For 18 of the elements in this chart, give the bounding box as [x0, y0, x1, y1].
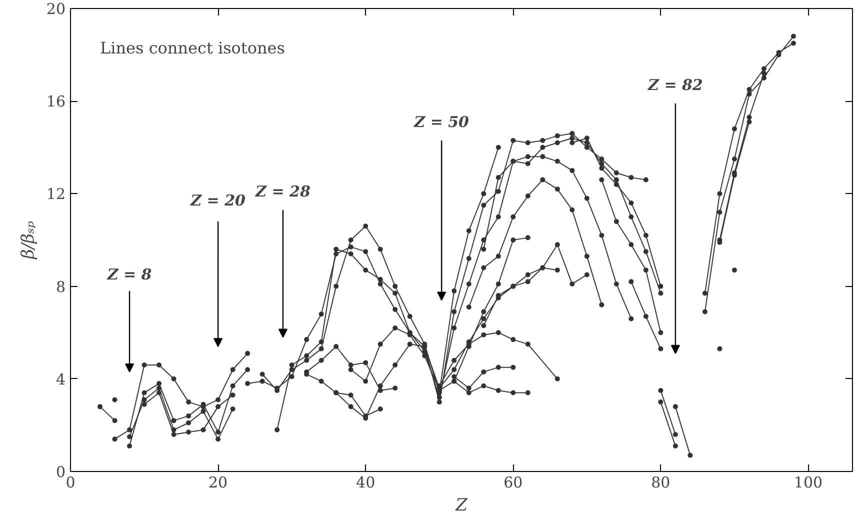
annotation: Z = 82	[647, 76, 703, 94]
y-tick-label: 4	[56, 370, 66, 388]
y-tick-label: 12	[46, 185, 66, 204]
annotation: Z = 8	[106, 266, 152, 284]
x-tick-label: 60	[504, 474, 523, 492]
annotation: Z = 28	[254, 182, 311, 200]
y-tick-label: 8	[56, 278, 66, 296]
x-tick-label: 100	[794, 474, 823, 492]
annotation: Lines connect isotones	[100, 38, 285, 58]
y-tick-label: 16	[46, 92, 66, 111]
annotation: Z = 50	[413, 112, 470, 131]
y-tick-label: 20	[46, 0, 66, 18]
y-axis-title: β/βₛₚ	[18, 220, 38, 260]
x-tick-label: 80	[651, 474, 670, 492]
x-tick-label: 40	[356, 474, 376, 492]
x-axis-title: Z	[454, 496, 469, 516]
annotation: Z = 20	[190, 192, 246, 210]
x-tick-label: 20	[208, 474, 228, 492]
